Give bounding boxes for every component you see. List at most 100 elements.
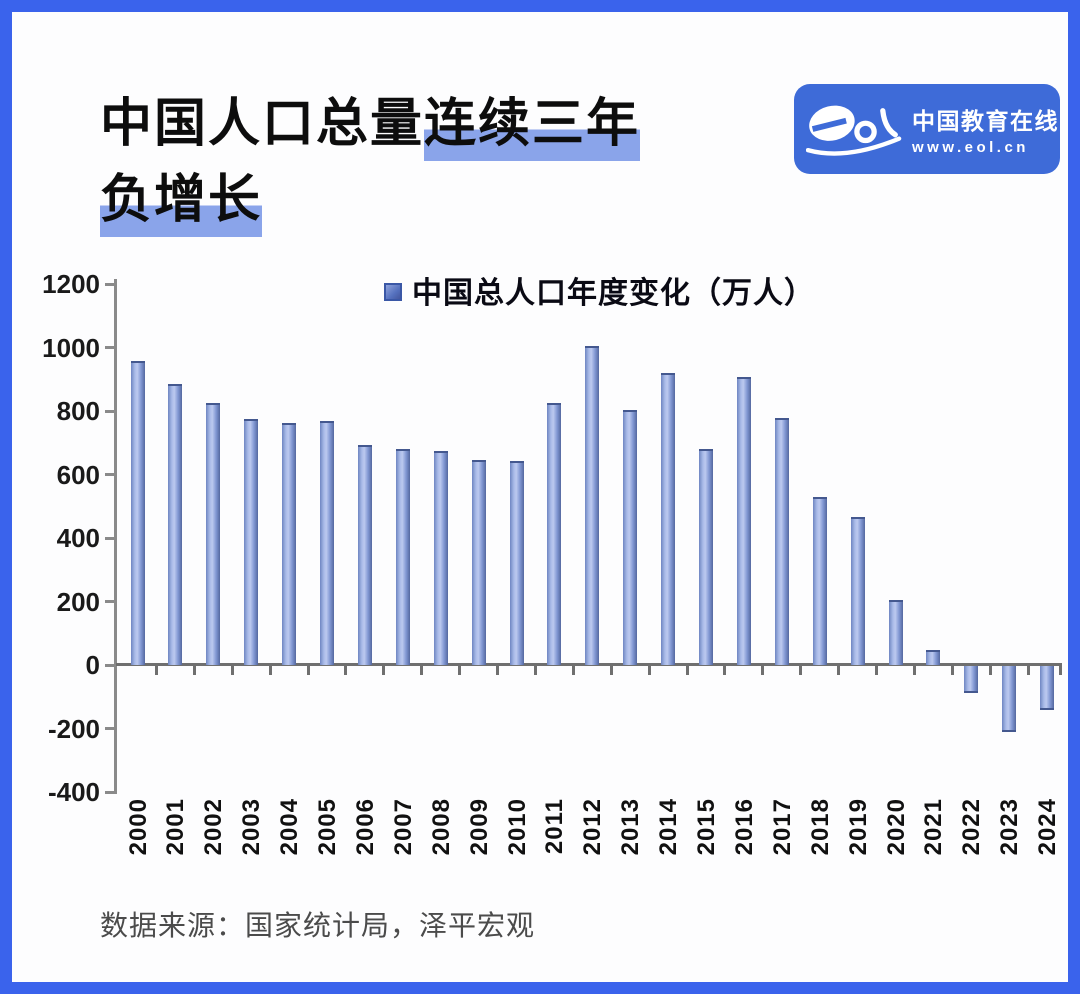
y-axis-tick-label: 600 xyxy=(56,459,100,490)
bar-2020 xyxy=(888,600,903,665)
bar-2008 xyxy=(433,451,448,665)
x-axis-tick xyxy=(837,666,841,675)
x-axis-tick xyxy=(154,666,158,675)
logo-text-column: 中国教育在线 www.eol.cn xyxy=(912,102,1059,156)
y-axis-tick xyxy=(105,409,116,413)
x-axis-year-label: 2002 xyxy=(200,798,228,856)
y-axis-tick-label: -400 xyxy=(47,777,100,807)
x-axis-year-label: 2010 xyxy=(503,798,531,856)
x-axis-tick xyxy=(1026,666,1030,675)
y-axis-tick xyxy=(105,600,116,603)
x-axis-tick xyxy=(912,666,916,675)
eol-logo-icon xyxy=(806,105,902,156)
bar-2016 xyxy=(736,377,751,665)
x-axis-tick xyxy=(609,666,613,675)
bar-2013 xyxy=(623,409,638,665)
page-title: 中国人口总量连续三年 负增长 xyxy=(100,86,641,238)
y-axis-tick-label: 200 xyxy=(56,586,100,617)
legend-marker-icon xyxy=(384,283,402,301)
x-axis-year-label: 2012 xyxy=(579,798,607,856)
bar-2006 xyxy=(357,445,372,665)
bar-2010 xyxy=(509,461,524,665)
x-axis-year-label: 2024 xyxy=(1034,798,1062,856)
bar-2017 xyxy=(774,417,789,665)
x-axis-tick xyxy=(799,666,803,675)
x-axis-year-label: 2008 xyxy=(427,798,455,856)
x-axis-year-label: 2021 xyxy=(920,798,948,856)
y-axis-tick-label: 1000 xyxy=(42,332,100,363)
x-axis-tick xyxy=(571,666,575,675)
bar-2001 xyxy=(168,384,183,665)
y-axis-tick-label: 0 xyxy=(85,650,100,680)
bar-2023 xyxy=(1002,666,1017,733)
data-source-note: 数据来源：国家统计局，泽平宏观 xyxy=(100,910,536,941)
x-axis-tick xyxy=(1058,666,1062,675)
x-axis-tick xyxy=(382,666,386,675)
y-axis-tick xyxy=(105,346,116,349)
x-axis-year-label: 2007 xyxy=(389,798,417,856)
bar-2002 xyxy=(206,402,221,665)
x-axis-tick xyxy=(950,666,954,675)
y-axis-tick xyxy=(105,282,116,286)
bar-2015 xyxy=(699,449,713,665)
bar-2021 xyxy=(926,649,941,665)
x-axis-year-label: 2016 xyxy=(730,798,758,856)
x-axis-tick xyxy=(761,666,765,675)
bar-2012 xyxy=(585,345,600,665)
x-axis-year-label: 2011 xyxy=(541,798,569,855)
y-axis-tick xyxy=(105,727,116,730)
x-axis-year-label: 2014 xyxy=(655,798,683,856)
bar-2005 xyxy=(320,421,334,665)
x-axis-year-label: 2003 xyxy=(238,798,266,856)
x-axis-year-label: 2022 xyxy=(958,798,986,856)
bar-2000 xyxy=(130,361,145,665)
y-axis-tick-label: 1200 xyxy=(42,269,100,299)
x-axis-year-label: 2015 xyxy=(693,798,720,856)
y-axis-tick xyxy=(105,663,116,667)
x-axis-year-label: 2004 xyxy=(276,798,304,856)
bar-2018 xyxy=(812,496,827,665)
bar-2009 xyxy=(471,459,486,665)
bar-2007 xyxy=(395,448,410,665)
x-axis-tick xyxy=(230,666,234,675)
x-axis-tick xyxy=(496,666,500,675)
x-axis-year-label: 2009 xyxy=(465,798,493,856)
title-text-highlight-1: 连续三年 xyxy=(424,95,641,161)
x-axis-tick xyxy=(647,666,651,675)
title-text-plain: 中国人口总量 xyxy=(100,95,425,153)
eol-logo-badge: 中国教育在线 www.eol.cn xyxy=(794,84,1060,174)
bar-2011 xyxy=(547,403,562,665)
x-axis-year-label: 2005 xyxy=(314,798,341,856)
title-text-highlight-2: 负增长 xyxy=(100,171,263,237)
x-axis-tick xyxy=(723,666,727,675)
y-axis-tick-label: 400 xyxy=(56,523,100,553)
y-axis-tick-label: -200 xyxy=(47,713,100,744)
bar-2014 xyxy=(661,372,676,665)
bar-2022 xyxy=(964,666,979,693)
x-axis-year-label: 2023 xyxy=(996,798,1024,856)
x-axis-year-label: 2006 xyxy=(351,798,379,856)
x-axis-year-label: 2017 xyxy=(768,798,796,856)
x-axis-tick xyxy=(458,666,462,675)
legend-label: 中国总人口年度变化（万人） xyxy=(412,276,815,311)
x-axis-tick xyxy=(192,666,196,675)
x-axis-tick xyxy=(344,666,348,675)
x-axis-year-label: 2020 xyxy=(882,798,910,856)
logo-name: 中国教育在线 xyxy=(912,108,1059,134)
x-axis-year-label: 2001 xyxy=(162,798,190,856)
y-axis-tick xyxy=(105,536,116,540)
bar-2003 xyxy=(244,419,259,665)
y-axis-tick xyxy=(105,790,116,794)
x-axis-tick xyxy=(988,666,992,675)
logo-url: www.eol.cn xyxy=(912,139,1029,156)
x-axis-year-label: 2019 xyxy=(844,798,872,856)
title-line-2: 负增长 xyxy=(100,162,640,238)
y-axis-tick-label: 800 xyxy=(56,396,100,426)
x-axis-tick xyxy=(875,666,879,675)
y-axis-tick xyxy=(105,473,116,476)
population-change-bar-chart: 中国总人口年度变化（万人） 1200 1000 800 600 400 200 0 -200 -… xyxy=(12,12,1068,982)
x-axis-tick xyxy=(420,666,424,675)
x-axis-tick xyxy=(268,666,272,675)
bar-2004 xyxy=(282,423,297,665)
